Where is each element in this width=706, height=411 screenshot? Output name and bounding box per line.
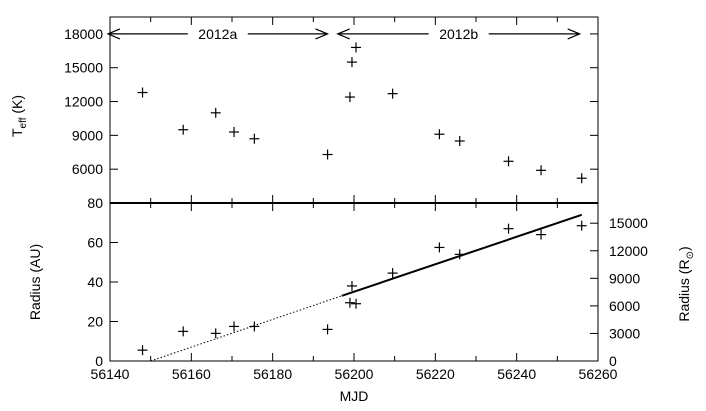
bottom-panel-frame	[109, 202, 599, 362]
data-points	[137, 42, 587, 356]
bottom-ylabel-right: Radius (R⊙)	[676, 246, 696, 321]
radius-point	[351, 298, 362, 309]
teff-point	[210, 107, 221, 118]
teff-point	[536, 165, 547, 176]
bottom-ytick-label: 40	[87, 274, 103, 290]
top-ylabel: Teff (K)	[9, 95, 29, 137]
teff-point	[344, 92, 355, 103]
xtick-label: 56140	[91, 366, 130, 382]
xtick-label: 56260	[579, 366, 618, 382]
teff-point	[387, 88, 398, 99]
radius-point	[210, 328, 221, 339]
radius-point	[387, 268, 398, 279]
annotations: 2012a 2012b	[106, 26, 582, 42]
bottom-ytick-label: 20	[87, 314, 103, 330]
bottom-ytick-right-label: 15000	[609, 215, 648, 231]
teff-point	[454, 136, 465, 146]
radius-point	[346, 280, 357, 291]
bottom-ylabel: Radius (AU)	[27, 244, 43, 320]
xtick-label: 56200	[335, 366, 374, 382]
xtick-label: 56160	[172, 366, 211, 382]
annotation-label: 2012b	[439, 26, 478, 42]
radius-point	[344, 297, 355, 308]
radius-point	[536, 229, 547, 240]
teff-point	[434, 129, 445, 140]
annotation-2012a: 2012a	[106, 26, 330, 42]
teff-point	[346, 57, 357, 68]
top-ytick-label: 15000	[64, 60, 103, 76]
xtick-label: 56180	[253, 366, 292, 382]
radius-point	[322, 324, 333, 335]
radius-point	[434, 242, 445, 253]
xlabel: MJD	[340, 388, 369, 404]
bottom-ytick-label: 60	[87, 235, 103, 251]
annotation-2012b: 2012b	[336, 26, 582, 42]
plot-frame	[109, 16, 599, 362]
arrow-head-left	[106, 28, 121, 40]
radius-point	[178, 326, 189, 337]
arrow-head-right	[567, 28, 582, 40]
top-ytick-label: 9000	[72, 127, 103, 143]
top-ytick-label: 12000	[64, 94, 103, 110]
fit-extrapolation-line	[150, 295, 342, 362]
axis-ticks	[110, 17, 598, 361]
teff-point	[503, 156, 514, 167]
bottom-ytick-right-label: 0	[609, 353, 617, 369]
bottom-ytick-right-label: 6000	[609, 298, 640, 314]
arrow-head-left	[336, 28, 350, 40]
arrow-head-right	[315, 28, 330, 40]
annotation-label: 2012a	[198, 26, 237, 42]
xtick-label: 56220	[416, 366, 455, 382]
radius-point	[454, 249, 465, 260]
radius-point	[576, 220, 587, 231]
teff-point	[178, 124, 189, 135]
radius-point	[229, 321, 240, 332]
bottom-ytick-right-label: 12000	[609, 243, 648, 259]
top-ytick-label: 18000	[64, 26, 103, 42]
top-ytick-label: 6000	[72, 161, 103, 177]
teff-point	[229, 126, 240, 137]
radius-point	[503, 223, 514, 234]
bottom-ytick-right-label: 9000	[609, 270, 640, 286]
teff-point	[322, 149, 333, 160]
radius-point	[249, 321, 260, 332]
bottom-ytick-label: 80	[87, 195, 103, 211]
top-panel-frame	[109, 16, 599, 204]
radius-point	[137, 345, 148, 356]
bottom-ytick-right-label: 3000	[609, 325, 640, 341]
xtick-label: 56240	[497, 366, 536, 382]
teff-point	[576, 173, 587, 184]
bottom-ytick-label: 0	[95, 353, 103, 369]
teff-point	[351, 42, 362, 53]
fit-lines	[150, 213, 583, 362]
teff-point	[249, 133, 260, 144]
teff-point	[137, 87, 148, 98]
fit-line	[341, 213, 583, 297]
